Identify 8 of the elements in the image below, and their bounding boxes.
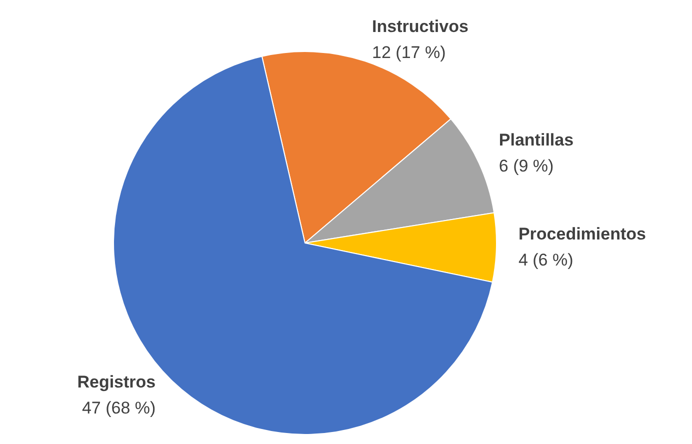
data-label: 6 (9 %) (498, 156, 554, 176)
slice-label: Plantillas (498, 130, 574, 150)
data-label: 4 (6 %) (518, 250, 574, 270)
data-label: 47 (68 %) (82, 398, 156, 418)
slice-label: Registros (77, 372, 156, 392)
slice-label: Procedimientos (518, 224, 646, 244)
data-label: 12 (17 %) (372, 42, 446, 62)
slice-label: Instructivos (372, 16, 468, 36)
